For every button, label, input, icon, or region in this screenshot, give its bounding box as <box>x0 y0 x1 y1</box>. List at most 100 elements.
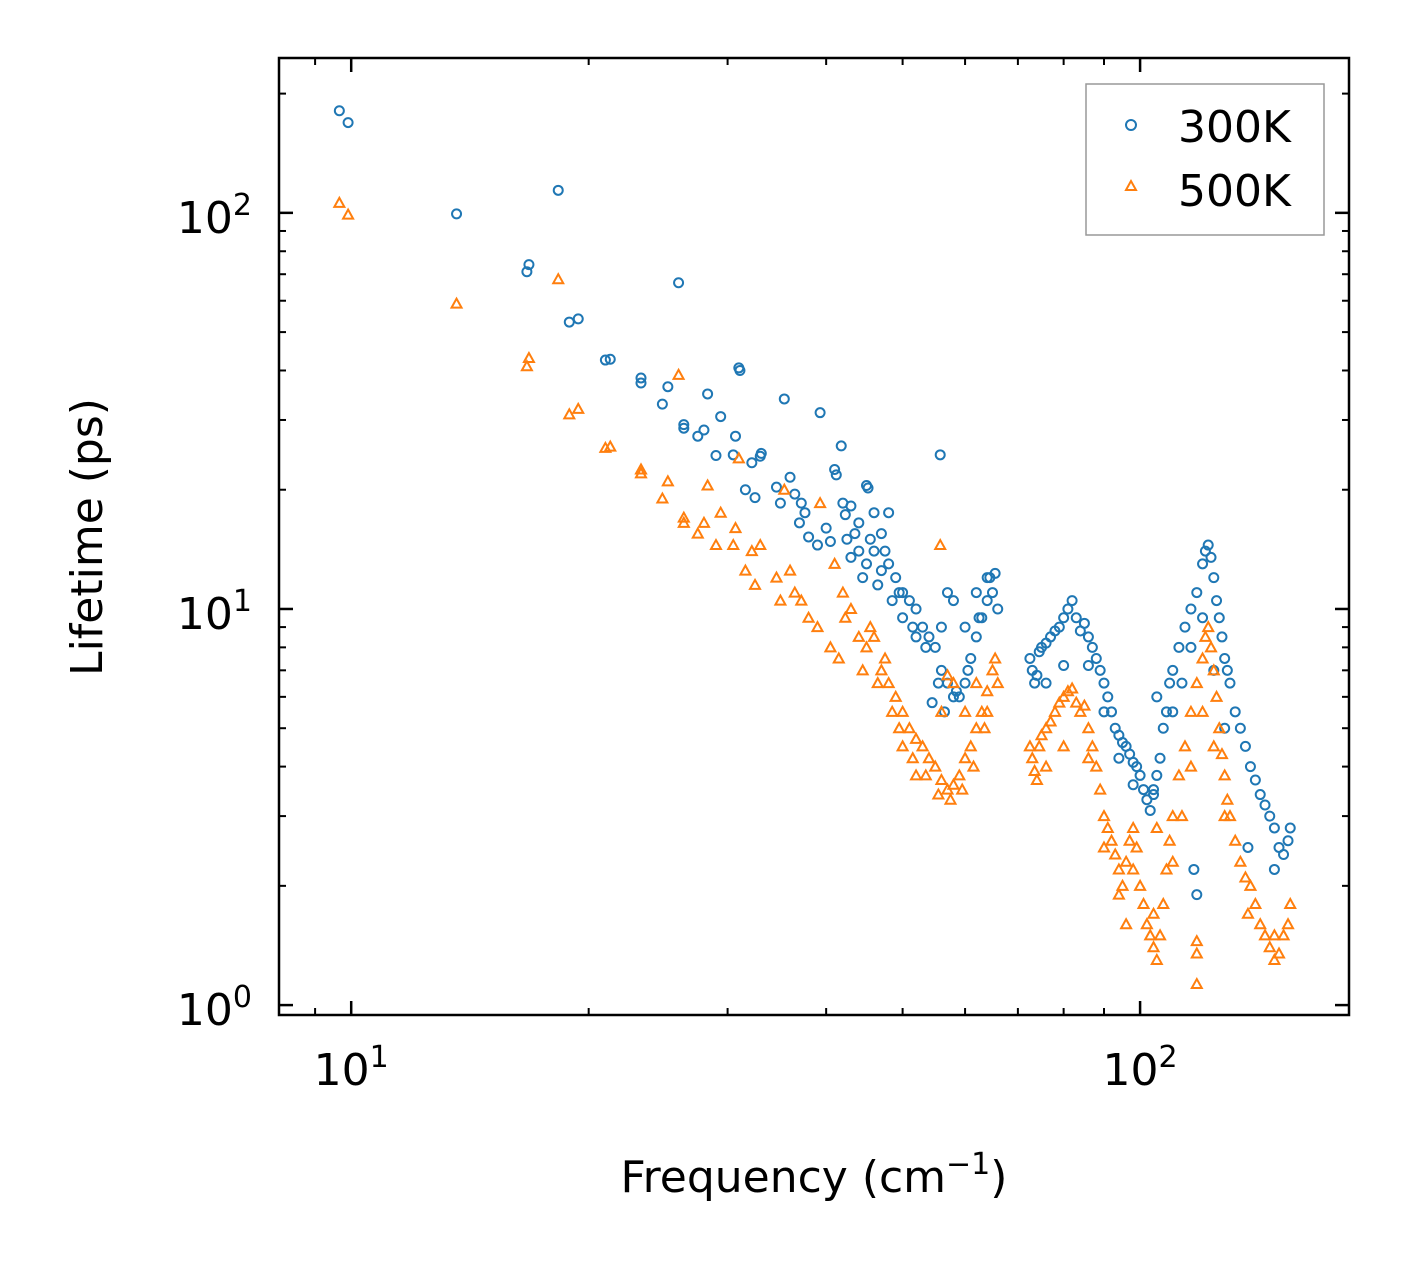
data-point-300k <box>746 457 758 469</box>
data-point-300k <box>1154 752 1166 764</box>
data-point-500k <box>1195 651 1210 664</box>
data-point-300k <box>1202 539 1214 551</box>
data-point-500k <box>823 640 838 653</box>
data-point-500k <box>1190 676 1204 689</box>
data-point-500k <box>1172 768 1186 781</box>
data-point-500k <box>671 367 686 380</box>
data-point-300k <box>829 463 841 475</box>
data-point-300k <box>941 587 953 599</box>
data-point-300k <box>1176 677 1188 689</box>
legend-label-500k: 500K <box>1178 166 1292 217</box>
data-point-300k <box>1151 769 1163 781</box>
data-point-300k <box>1164 677 1176 689</box>
data-point-500k <box>1190 934 1204 947</box>
data-point-300k <box>1213 612 1225 624</box>
data-point-500k <box>1122 833 1137 846</box>
data-point-500k <box>859 640 874 653</box>
data-point-500k <box>943 792 958 805</box>
data-point-300k <box>778 393 790 405</box>
data-point-300k <box>1040 677 1052 689</box>
data-point-500k <box>1108 847 1122 860</box>
data-point-300k <box>1219 652 1231 664</box>
data-point-300k <box>1197 558 1209 570</box>
data-point-300k <box>835 440 847 452</box>
x-tick-labels: 101 102 <box>314 1040 1178 1096</box>
data-point-500k <box>700 478 715 491</box>
data-point-500k <box>977 721 992 734</box>
data-point-300k <box>1167 706 1179 718</box>
data-point-300k <box>692 430 704 442</box>
data-point-300k <box>1239 740 1251 752</box>
data-point-500k <box>922 751 936 764</box>
data-point-300k <box>572 313 584 325</box>
data-point-300k <box>830 469 842 481</box>
data-point-500k <box>1212 721 1226 734</box>
data-point-300k <box>1090 652 1102 664</box>
y-tick-labels: 100 101 102 <box>177 188 252 1036</box>
data-point-300k <box>1254 789 1266 801</box>
data-point-500k <box>341 207 355 220</box>
data-point-300k <box>342 117 354 129</box>
data-point-500k <box>697 515 711 528</box>
data-point-500k <box>1077 698 1092 711</box>
data-point-300k <box>1113 752 1125 764</box>
data-point-500k <box>1150 952 1164 965</box>
data-point-500k <box>810 620 825 633</box>
data-point-500k <box>1056 689 1071 702</box>
data-point-500k <box>988 651 1002 664</box>
data-point-300k <box>1031 669 1043 681</box>
data-point-500k <box>1126 862 1140 875</box>
data-point-500k <box>964 739 978 752</box>
data-point-300k <box>849 528 861 540</box>
data-point-300k <box>1185 603 1197 615</box>
data-point-300k <box>910 603 922 615</box>
data-point-500k <box>1104 833 1119 846</box>
data-point-500k <box>1175 809 1189 822</box>
data-point-300k <box>793 517 805 529</box>
data-point-500k <box>892 721 906 734</box>
data-point-500k <box>909 768 923 781</box>
data-point-300k <box>599 354 611 366</box>
data-point-500k <box>677 510 691 523</box>
data-point-300k <box>656 398 668 410</box>
data-point-500k <box>1097 840 1111 853</box>
data-point-500k <box>1159 862 1174 875</box>
data-point-300k <box>883 507 895 519</box>
data-point-500k <box>1081 721 1096 734</box>
data-point-300k <box>1053 621 1065 633</box>
data-point-300k <box>868 507 880 519</box>
data-point-500k <box>1136 896 1151 909</box>
data-point-500k <box>915 739 930 752</box>
data-point-300k <box>907 621 919 633</box>
data-point-300k <box>799 507 811 519</box>
data-point-500k <box>1052 695 1067 708</box>
data-point-300k <box>1094 664 1106 676</box>
data-point-300k <box>935 621 947 633</box>
data-point-500k <box>1073 704 1088 717</box>
data-point-500k <box>885 704 899 717</box>
data-point-300k <box>770 481 782 493</box>
data-point-500k <box>955 782 969 795</box>
legend-marker-500k <box>1124 178 1138 191</box>
data-point-500k <box>1238 870 1253 883</box>
data-point-500k <box>1228 833 1242 846</box>
data-point-500k <box>919 768 933 781</box>
data-point-500k <box>732 451 746 464</box>
data-point-500k <box>1112 887 1126 900</box>
data-point-500k <box>661 474 675 487</box>
data-point-500k <box>1133 878 1147 891</box>
data-point-500k <box>773 593 788 606</box>
data-point-500k <box>888 689 903 702</box>
data-points <box>332 105 1297 990</box>
data-point-500k <box>874 663 889 676</box>
data-point-300k <box>1242 841 1254 853</box>
data-point-500k <box>713 505 728 518</box>
data-point-300k <box>947 595 959 607</box>
data-point-500k <box>895 739 910 752</box>
y-axis-label: Lifetime (ps) <box>62 398 113 676</box>
data-point-500k <box>832 651 846 664</box>
data-point-300k <box>853 517 865 529</box>
legend-marker-300k <box>1125 119 1137 131</box>
data-point-300k <box>1098 706 1110 718</box>
data-point-500k <box>634 462 648 475</box>
